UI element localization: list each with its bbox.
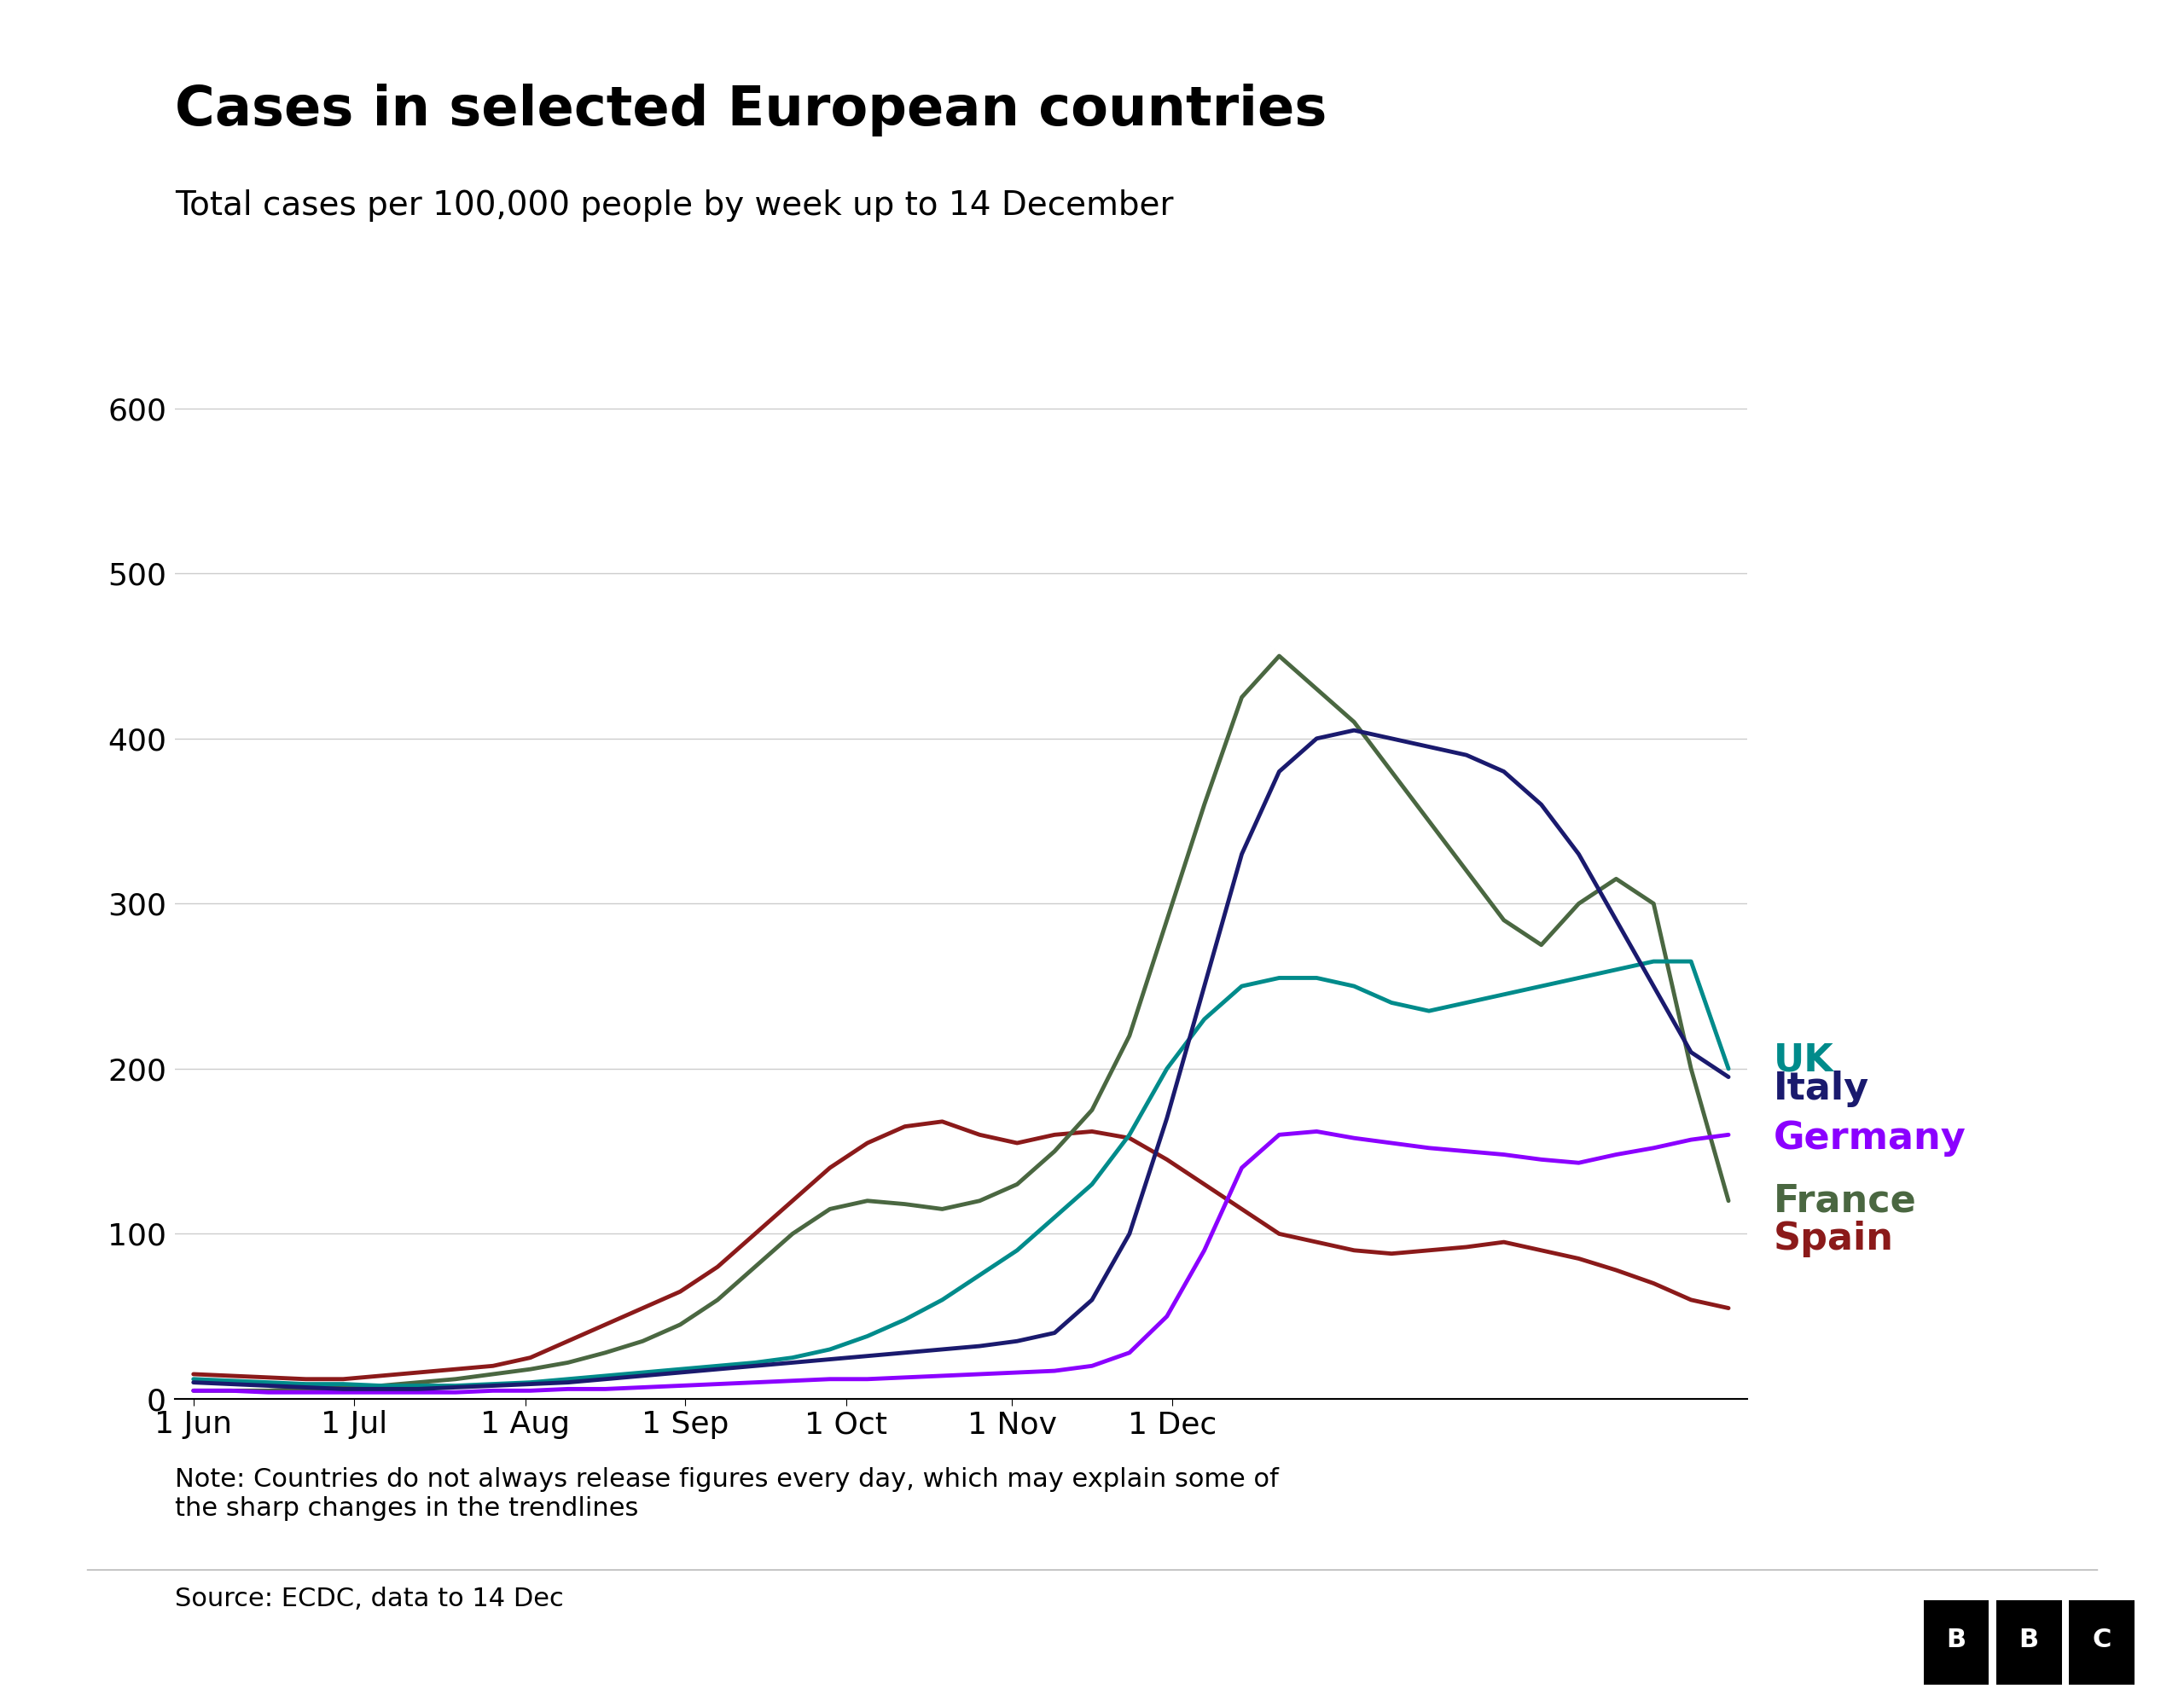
Text: Source: ECDC, data to 14 Dec: Source: ECDC, data to 14 Dec — [175, 1587, 563, 1610]
Text: Note: Countries do not always release figures every day, which may explain some : Note: Countries do not always release fi… — [175, 1467, 1278, 1520]
FancyBboxPatch shape — [1996, 1600, 2062, 1684]
Text: Germany: Germany — [1773, 1119, 1966, 1157]
Text: Total cases per 100,000 people by week up to 14 December: Total cases per 100,000 people by week u… — [175, 189, 1173, 222]
Text: Italy: Italy — [1773, 1070, 1870, 1107]
Text: Spain: Spain — [1773, 1220, 1894, 1257]
FancyBboxPatch shape — [2068, 1600, 2134, 1684]
Text: France: France — [1773, 1182, 1918, 1220]
Text: B: B — [2018, 1628, 2040, 1653]
Text: Cases in selected European countries: Cases in selected European countries — [175, 84, 1326, 136]
Text: UK: UK — [1773, 1042, 1835, 1078]
FancyBboxPatch shape — [1924, 1600, 1990, 1684]
Text: C: C — [2092, 1628, 2112, 1653]
Text: B: B — [1946, 1628, 1966, 1653]
